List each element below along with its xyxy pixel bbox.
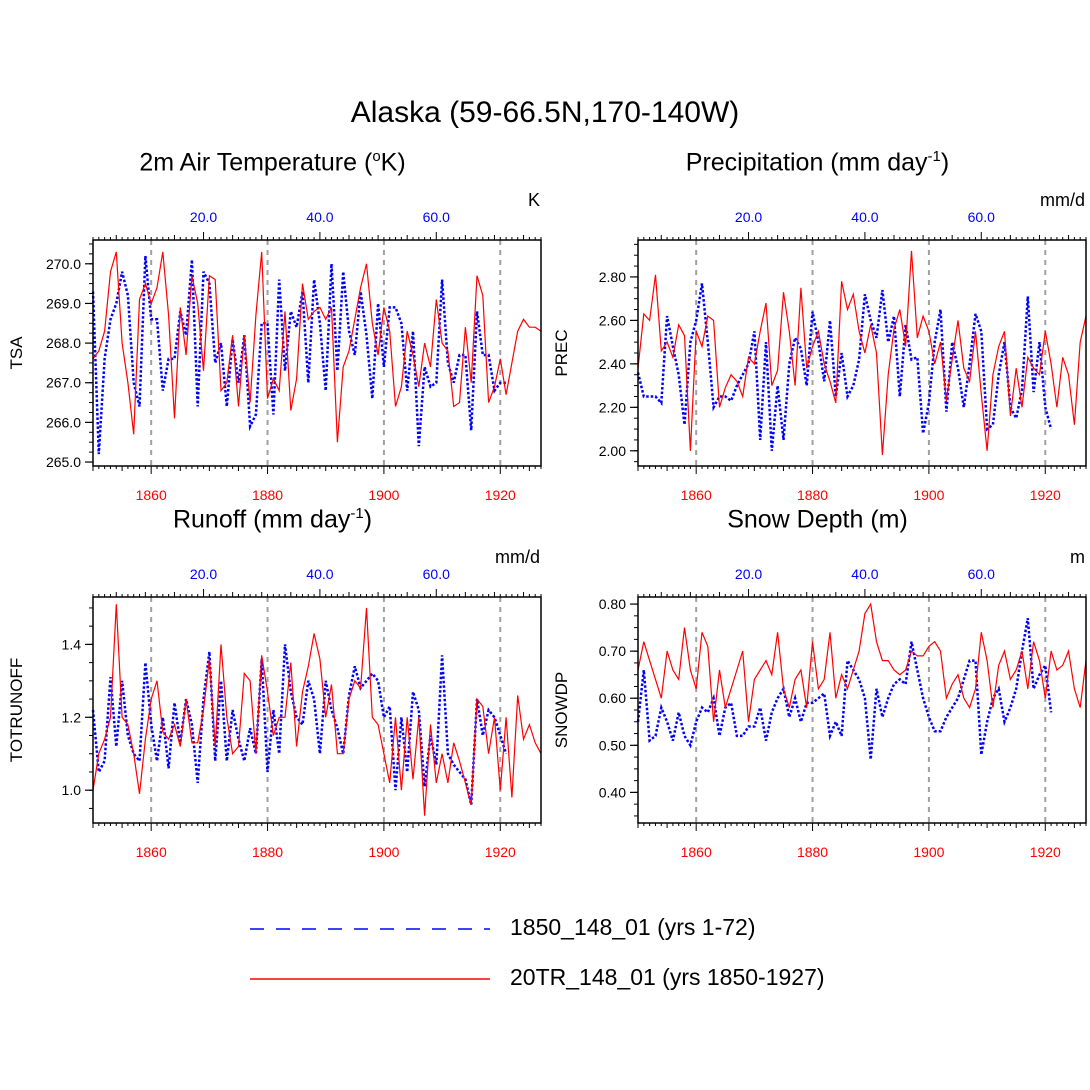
- x-bottom-tick-label: 1860: [681, 844, 712, 860]
- units-label: mm/d: [1040, 190, 1085, 210]
- series-line-1850: [91, 255, 507, 455]
- legend-label-1850: 1850_148_01 (yrs 1-72): [510, 914, 756, 940]
- chart-totrunoff: 1.0 1.2 1.4 TOTRUNOFF 1860 1880 1900 1920 20.0 40…: [7, 566, 542, 860]
- chart-prec: 2.00 2.20 2.40 2.60 2.80 PREC 1860 1880 1900 1920…: [552, 209, 1087, 503]
- x-bottom-tick-label: 1900: [913, 487, 944, 503]
- units-label: mm/d: [495, 547, 540, 567]
- chart-tsa: 265.0 266.0 267.0 268.0 269.0 270.0 TSA 1860 188…: [7, 209, 542, 503]
- chart-snowdp: 0.40 0.50 0.60 0.70 0.80 SNOWDP 1860 1880 1900 19…: [552, 566, 1087, 860]
- x-top-tick-label: 20.0: [190, 566, 217, 582]
- x-bottom-tick-label: 1880: [797, 844, 828, 860]
- x-top-tick-label: 60.0: [968, 566, 995, 582]
- panel-2m-air-temperature: 2m Air Temperature (oK) K 265.0 266.0 267.…: [0, 148, 545, 548]
- y-tick-label: 0.60: [599, 690, 626, 706]
- legend-line-solid: [250, 978, 490, 980]
- x-top-tick-label: 60.0: [968, 209, 995, 225]
- y-tick-label: 2.60: [599, 312, 626, 328]
- panel-runoff: Runoff (mm day-1) mm/d 1.0 1.2 1.4 TOTRUNOF…: [0, 505, 545, 905]
- plot-frame: [92, 239, 542, 467]
- y-tick-label: 269.0: [46, 295, 81, 311]
- y-tick-label: 1.0: [62, 782, 82, 798]
- x-top-tick-label: 20.0: [190, 209, 217, 225]
- x-bottom-tick-label: 1900: [368, 844, 399, 860]
- y-tick-label: 0.50: [599, 737, 626, 753]
- x-bottom-tick-label: 1900: [368, 487, 399, 503]
- y-axis-title: TOTRUNOFF: [7, 658, 26, 763]
- x-top-tick-label: 20.0: [735, 209, 762, 225]
- y-tick-label: 0.70: [599, 643, 626, 659]
- units-label: K: [527, 190, 540, 210]
- series-line-1850: [636, 617, 1053, 760]
- x-top-tick-label: 60.0: [423, 566, 450, 582]
- x-bottom-tick-label: 1880: [797, 487, 828, 503]
- series-line-20tr: [637, 250, 1087, 456]
- series-line-20tr: [92, 604, 542, 816]
- y-axis-title: SNOWDP: [552, 672, 571, 749]
- units-label: m: [1070, 547, 1085, 567]
- x-top-tick-label: 40.0: [851, 209, 878, 225]
- plot-frame: [92, 596, 542, 824]
- x-bottom-tick-label: 1920: [1030, 844, 1061, 860]
- x-bottom-tick-label: 1860: [136, 487, 167, 503]
- series-line-20tr: [637, 602, 1087, 722]
- series-line-1850: [636, 283, 1053, 451]
- legend-label-20tr: 20TR_148_01 (yrs 1850-1927): [510, 964, 825, 990]
- y-tick-label: 2.40: [599, 356, 626, 372]
- legend-line-dashed: [250, 928, 490, 930]
- y-tick-label: 2.00: [599, 443, 626, 459]
- y-tick-label: 2.80: [599, 269, 626, 285]
- y-tick-label: 267.0: [46, 375, 81, 391]
- x-bottom-tick-label: 1860: [136, 844, 167, 860]
- panel-title: 2m Air Temperature (oK): [139, 148, 406, 177]
- y-tick-label: 2.20: [599, 399, 626, 415]
- x-top-tick-label: 40.0: [851, 566, 878, 582]
- y-tick-label: 1.4: [62, 636, 82, 652]
- x-bottom-tick-label: 1860: [681, 487, 712, 503]
- series-line-20tr: [92, 251, 542, 443]
- y-tick-label: 266.0: [46, 414, 81, 430]
- x-top-tick-label: 40.0: [306, 209, 333, 225]
- y-tick-label: 1.2: [62, 709, 82, 725]
- x-bottom-tick-label: 1920: [485, 487, 516, 503]
- x-top-tick-label: 40.0: [306, 566, 333, 582]
- y-tick-label: 270.0: [46, 256, 81, 272]
- y-tick-label: 0.40: [599, 784, 626, 800]
- y-tick-label: 268.0: [46, 335, 81, 351]
- panel-precipitation: Precipitation (mm day-1) mm/d 2.00 2.20 2.…: [545, 148, 1090, 548]
- plot-frame: [637, 239, 1087, 467]
- panel-title: Runoff (mm day-1): [172, 505, 373, 534]
- y-axis-title: PREC: [552, 329, 571, 376]
- figure-title: Alaska (59-66.5N,170-140W): [350, 96, 740, 129]
- x-bottom-tick-label: 1920: [485, 844, 516, 860]
- y-tick-label: 0.80: [599, 596, 626, 612]
- x-top-tick-label: 20.0: [735, 566, 762, 582]
- legend-item-20tr: 20TR_148_01 (yrs 1850-1927): [250, 962, 950, 1002]
- x-bottom-tick-label: 1880: [252, 844, 283, 860]
- x-bottom-tick-label: 1880: [252, 487, 283, 503]
- y-axis-title: TSA: [7, 336, 26, 370]
- y-tick-label: 265.0: [46, 454, 81, 470]
- legend-item-1850: 1850_148_01 (yrs 1-72): [250, 912, 950, 952]
- panel-title: Snow Depth (m): [727, 505, 908, 534]
- x-top-tick-label: 60.0: [423, 209, 450, 225]
- x-bottom-tick-label: 1920: [1030, 487, 1061, 503]
- x-bottom-tick-label: 1900: [913, 844, 944, 860]
- panel-title: Precipitation (mm day-1): [685, 148, 950, 177]
- panel-snow-depth: Snow Depth (m) m 0.40 0.50 0.60 0.70 0.80 SNO…: [545, 505, 1090, 905]
